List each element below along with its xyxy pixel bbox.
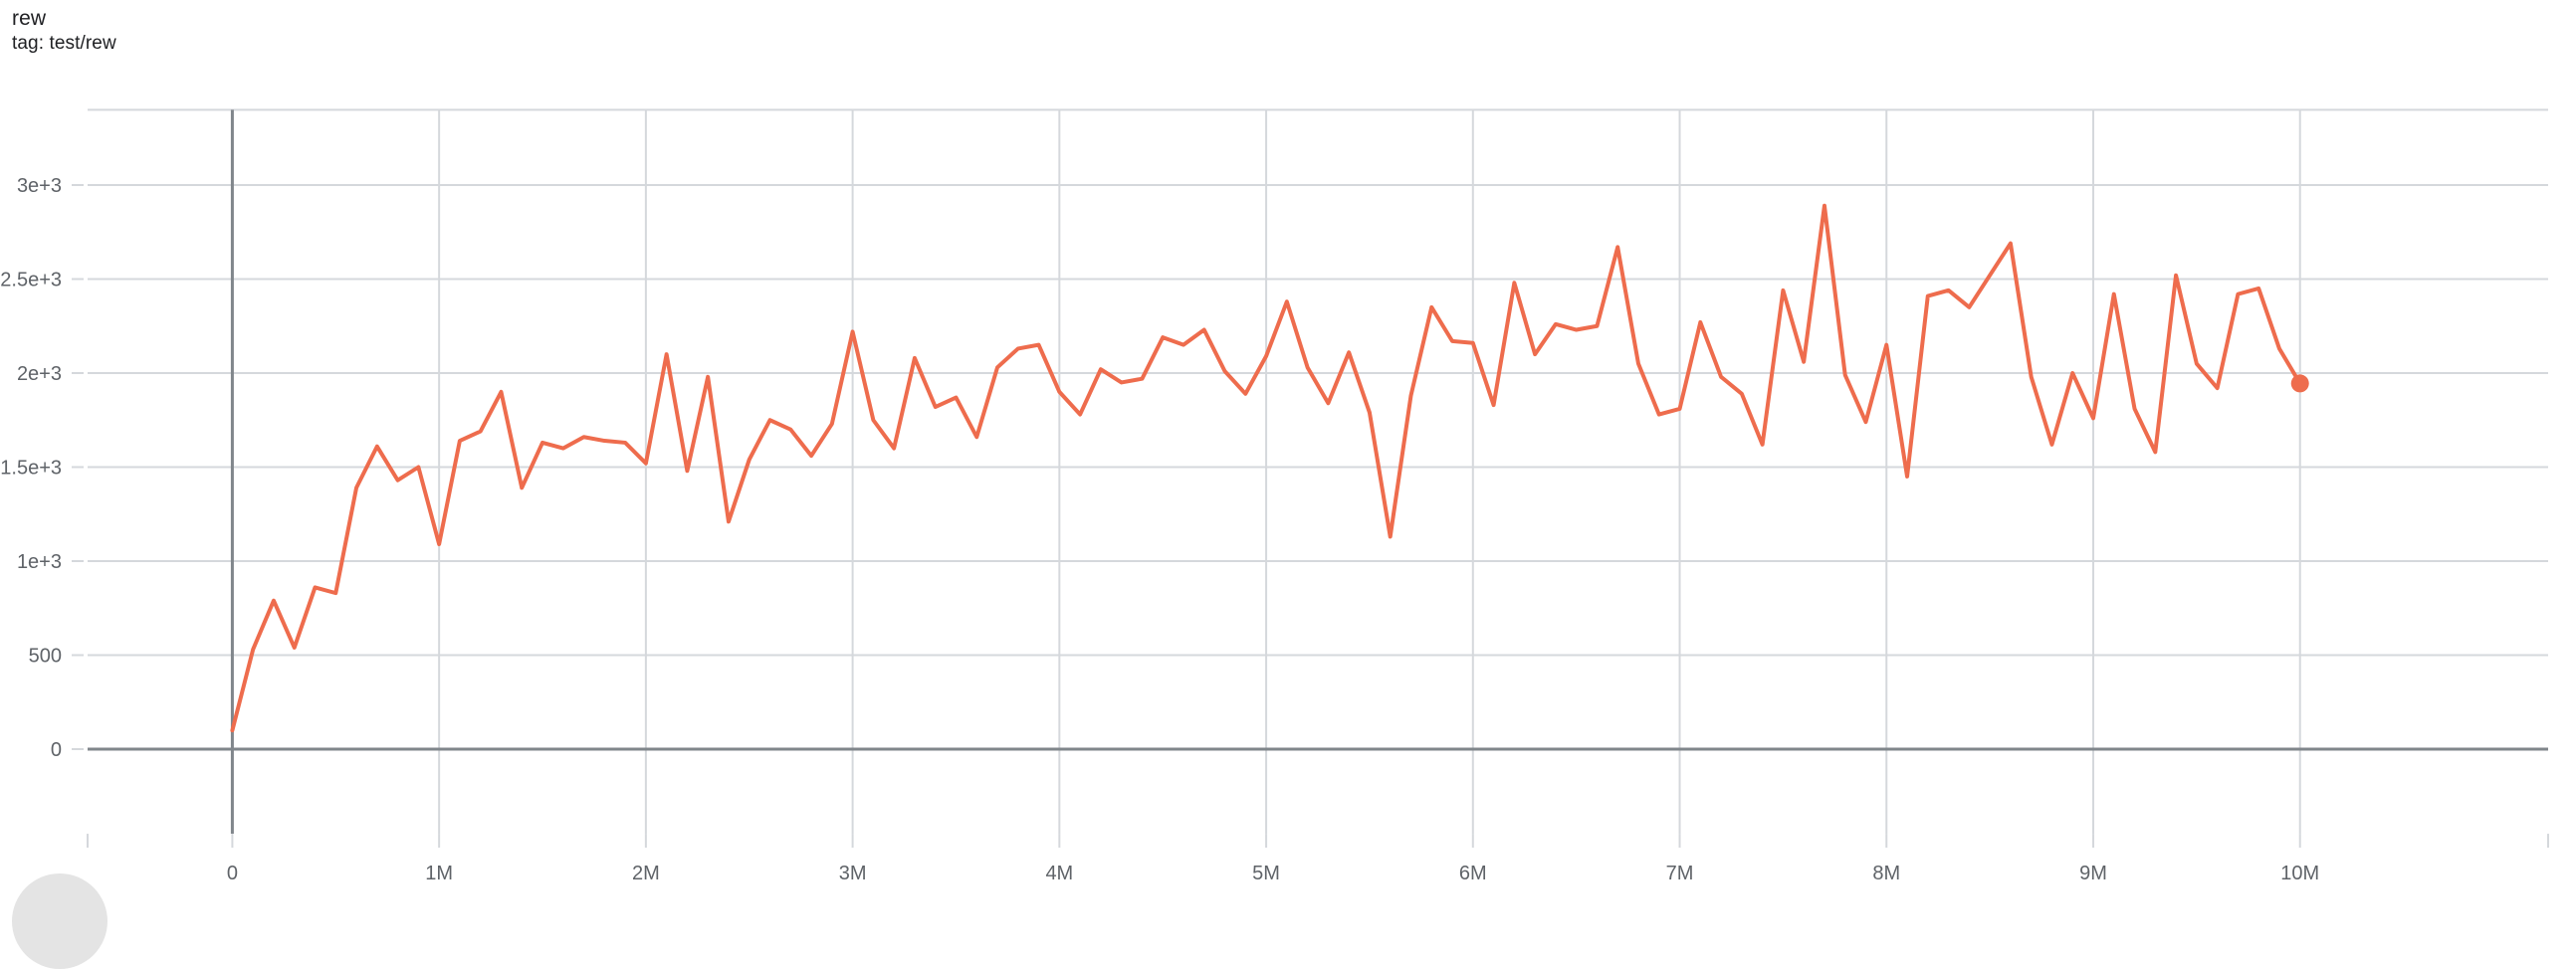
chart-header: rew tag: test/rew <box>12 6 116 56</box>
x-tick-label: 0 <box>227 863 238 884</box>
y-tick-label: 0 <box>51 739 62 761</box>
x-tick-label: 5M <box>1252 863 1280 884</box>
y-tick-label: 1.5e+3 <box>0 458 62 480</box>
x-tick-label: 2M <box>632 863 660 884</box>
x-axis-tick-labels: 0 1M 2M 3M 4M 5M 6M 7M 8M 9M 10M <box>227 863 2319 884</box>
series-polyline-test-rew <box>230 203 2302 733</box>
y-tick-label: 2e+3 <box>17 363 62 385</box>
x-tick-label: 7M <box>1666 863 1694 884</box>
y-tick-label: 3e+3 <box>17 175 62 197</box>
y-axis-tick-labels: 0 500 1e+3 1.5e+3 2e+3 2.5e+3 3e+3 <box>0 175 62 761</box>
end-marker-dot <box>2290 374 2309 393</box>
x-tick-label: 10M <box>2280 863 2319 884</box>
y-tick-label: 2.5e+3 <box>0 270 62 291</box>
x-tick-label: 1M <box>425 863 453 884</box>
floating-action-button[interactable] <box>12 873 107 969</box>
y-tick-marks <box>72 184 84 750</box>
page-title: rew <box>12 7 47 30</box>
x-tick-label: 9M <box>2079 863 2107 884</box>
line-chart[interactable]: 0 500 1e+3 1.5e+3 2e+3 2.5e+3 3e+3 0 1M 2M 3M 4M 5M… <box>0 50 2576 899</box>
x-tick-label: 6M <box>1459 863 1487 884</box>
chart-tag-label: tag: test/rew <box>12 33 116 55</box>
grid-lines <box>88 108 2548 835</box>
y-tick-label: 1e+3 <box>17 551 62 573</box>
x-tick-label: 8M <box>1872 863 1900 884</box>
end-point-marker[interactable] <box>2290 374 2309 393</box>
series-line[interactable] <box>230 203 2302 733</box>
x-tick-label: 3M <box>839 863 867 884</box>
x-tick-marks <box>87 834 2549 849</box>
chart-card: rew tag: test/rew 0 500 1e+3 1.5e+3 2e+3 2.5e… <box>0 6 2576 969</box>
plot-area[interactable]: 0 500 1e+3 1.5e+3 2e+3 2.5e+3 3e+3 0 1M 2M 3M 4M 5M… <box>0 50 2576 899</box>
y-tick-label: 500 <box>29 646 62 668</box>
x-tick-label: 4M <box>1045 863 1073 884</box>
